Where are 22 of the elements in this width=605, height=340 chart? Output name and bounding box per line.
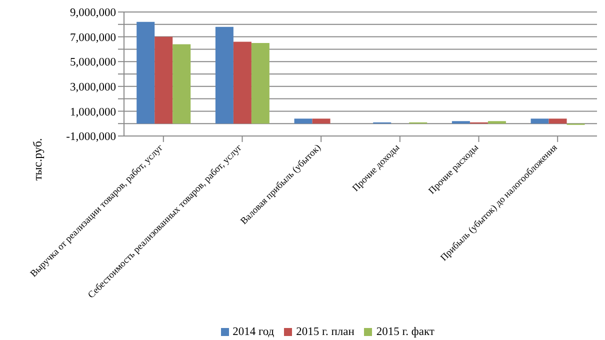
bar	[215, 26, 234, 124]
bar	[233, 42, 252, 124]
y-tick-label: 3,000,000	[70, 81, 116, 94]
legend-label: 2015 г. факт	[376, 326, 434, 338]
bar	[251, 43, 270, 124]
bar	[294, 118, 312, 124]
y-axis-title: тыс.руб.	[30, 138, 46, 180]
bar	[312, 118, 330, 124]
y-tick-label: -1,000,000	[66, 131, 116, 144]
y-tick-label: 1,000,000	[70, 106, 116, 118]
bar	[488, 121, 506, 124]
bar	[530, 118, 549, 124]
legend-label: 2014 год	[232, 326, 274, 338]
y-tick-label: 5,000,000	[70, 56, 116, 69]
y-tick-label: 9,000,000	[70, 7, 116, 20]
bar	[136, 22, 155, 124]
y-tick-label: 7,000,000	[70, 32, 116, 44]
bar	[154, 36, 173, 124]
bar	[548, 118, 567, 124]
legend-label: 2015 г. план	[296, 326, 354, 338]
bar	[172, 44, 191, 124]
bar	[452, 121, 470, 124]
